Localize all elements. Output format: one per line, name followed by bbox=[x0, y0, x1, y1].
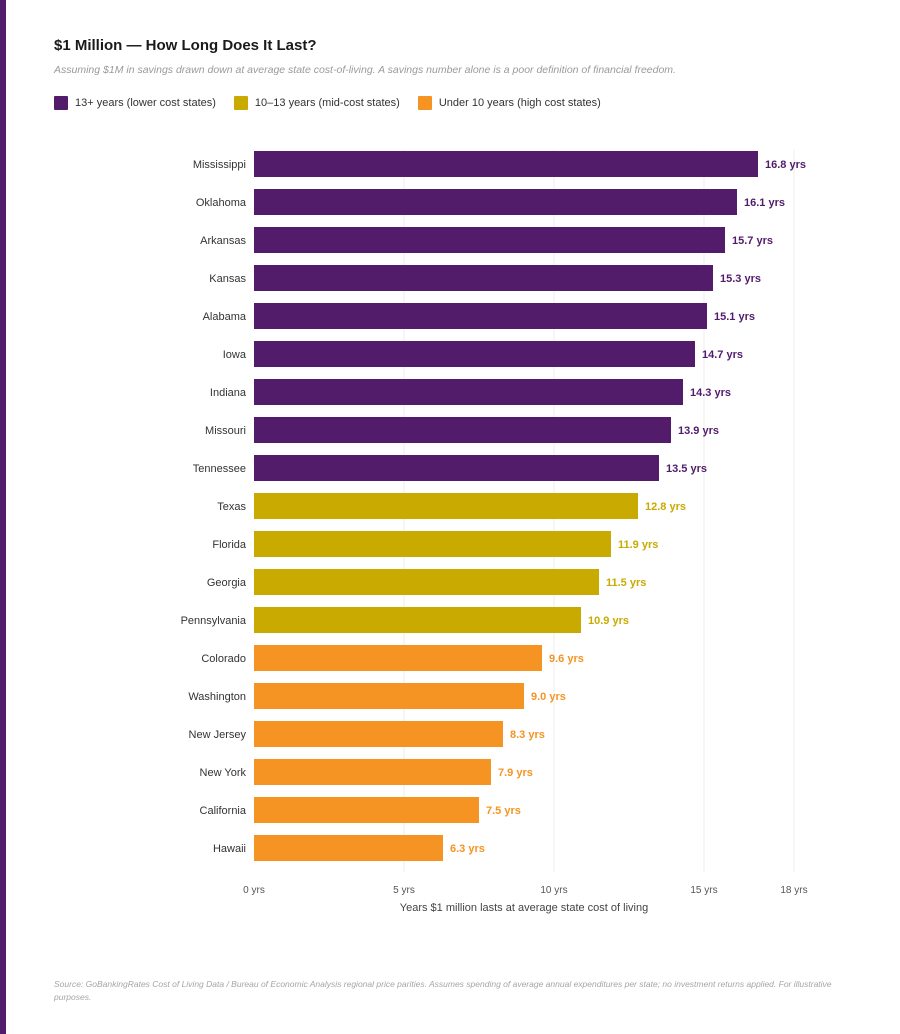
legend-swatch-mid bbox=[233, 96, 248, 110]
category-label: Pennsylvania bbox=[181, 615, 247, 627]
legend-label-mid: 10–13 years (mid-cost states) bbox=[254, 97, 400, 109]
legend-item-low: Under 10 years (high cost states) bbox=[417, 96, 601, 110]
category-label: Georgia bbox=[207, 577, 247, 589]
legend-label-low: Under 10 years (high cost states) bbox=[438, 97, 601, 109]
value-label: 15.7 yrs bbox=[732, 235, 773, 247]
category-label: Missouri bbox=[205, 425, 246, 437]
legend-swatch-high bbox=[54, 96, 68, 110]
bar bbox=[254, 151, 758, 177]
value-label: 9.6 yrs bbox=[549, 653, 584, 665]
category-label: Texas bbox=[217, 501, 246, 513]
category-label: Arkansas bbox=[200, 235, 246, 247]
chart-subtitle: Assuming $1M in savings drawn down at av… bbox=[54, 64, 676, 76]
bar-chart: 0 yrs 5 yrs 10 yrs 15 yrs 18 yrs Years $1 mil… bbox=[181, 150, 808, 914]
legend-label-high: 13+ years (lower cost states) bbox=[75, 97, 216, 109]
value-label: 11.5 yrs bbox=[606, 577, 646, 589]
value-label: 8.3 yrs bbox=[510, 729, 545, 741]
bar bbox=[254, 721, 503, 747]
value-label: 13.5 yrs bbox=[666, 463, 707, 475]
x-axis-label: Years $1 million lasts at average state … bbox=[400, 902, 648, 914]
bar bbox=[254, 417, 671, 443]
bar bbox=[254, 683, 524, 709]
category-label: Alabama bbox=[203, 311, 247, 323]
bar bbox=[254, 645, 542, 671]
category-label: Kansas bbox=[209, 273, 246, 285]
category-label: Florida bbox=[212, 539, 247, 551]
source-footnote: Source: GoBankingRates Cost of Living Da… bbox=[54, 979, 832, 1002]
bar bbox=[254, 455, 659, 481]
value-label: 10.9 yrs bbox=[588, 615, 629, 627]
bar bbox=[254, 569, 599, 595]
legend-item-high: 13+ years (lower cost states) bbox=[54, 96, 216, 110]
bar bbox=[254, 797, 479, 823]
category-label: Indiana bbox=[210, 387, 247, 399]
value-label: 15.1 yrs bbox=[714, 311, 755, 323]
value-label: 6.3 yrs bbox=[450, 843, 485, 855]
legend: 13+ years (lower cost states) 10–13 year… bbox=[54, 96, 619, 110]
bar bbox=[254, 607, 581, 633]
category-label: New York bbox=[200, 767, 247, 779]
value-label: 16.8 yrs bbox=[765, 159, 806, 171]
chart-title: $1 Million — How Long Does It Last? bbox=[54, 37, 317, 54]
bar bbox=[254, 265, 713, 291]
category-label: Mississippi bbox=[193, 159, 246, 171]
value-label: 14.3 yrs bbox=[690, 387, 731, 399]
value-label: 15.3 yrs bbox=[720, 273, 761, 285]
left-accent-rule bbox=[0, 0, 6, 1034]
category-label: Colorado bbox=[201, 653, 246, 665]
x-tick-label: 15 yrs bbox=[690, 885, 717, 896]
category-label: Hawaii bbox=[213, 843, 246, 855]
value-label: 7.9 yrs bbox=[498, 767, 533, 779]
bar bbox=[254, 341, 695, 367]
bar bbox=[254, 759, 491, 785]
value-label: 9.0 yrs bbox=[531, 691, 566, 703]
value-label: 14.7 yrs bbox=[702, 349, 743, 361]
value-label: 11.9 yrs bbox=[618, 539, 658, 551]
category-label: California bbox=[200, 805, 247, 817]
bar bbox=[254, 835, 443, 861]
bar bbox=[254, 379, 683, 405]
x-tick-label: 0 yrs bbox=[243, 885, 265, 896]
category-label: Tennessee bbox=[193, 463, 246, 475]
legend-swatch-low bbox=[417, 96, 432, 110]
category-label: Washington bbox=[188, 691, 246, 703]
category-label: New Jersey bbox=[189, 729, 247, 741]
value-label: 13.9 yrs bbox=[678, 425, 719, 437]
bar bbox=[254, 303, 707, 329]
value-label: 16.1 yrs bbox=[744, 197, 785, 209]
x-tick-label: 10 yrs bbox=[540, 885, 567, 896]
legend-item-mid: 10–13 years (mid-cost states) bbox=[233, 96, 400, 110]
bar bbox=[254, 531, 611, 557]
value-label: 12.8 yrs bbox=[645, 501, 686, 513]
category-label: Oklahoma bbox=[196, 197, 247, 209]
bar bbox=[254, 493, 638, 519]
value-label: 7.5 yrs bbox=[486, 805, 521, 817]
bar bbox=[254, 189, 737, 215]
bar bbox=[254, 227, 725, 253]
x-tick-label: 5 yrs bbox=[393, 885, 415, 896]
category-label: Iowa bbox=[223, 349, 247, 361]
x-tick-label: 18 yrs bbox=[780, 885, 807, 896]
